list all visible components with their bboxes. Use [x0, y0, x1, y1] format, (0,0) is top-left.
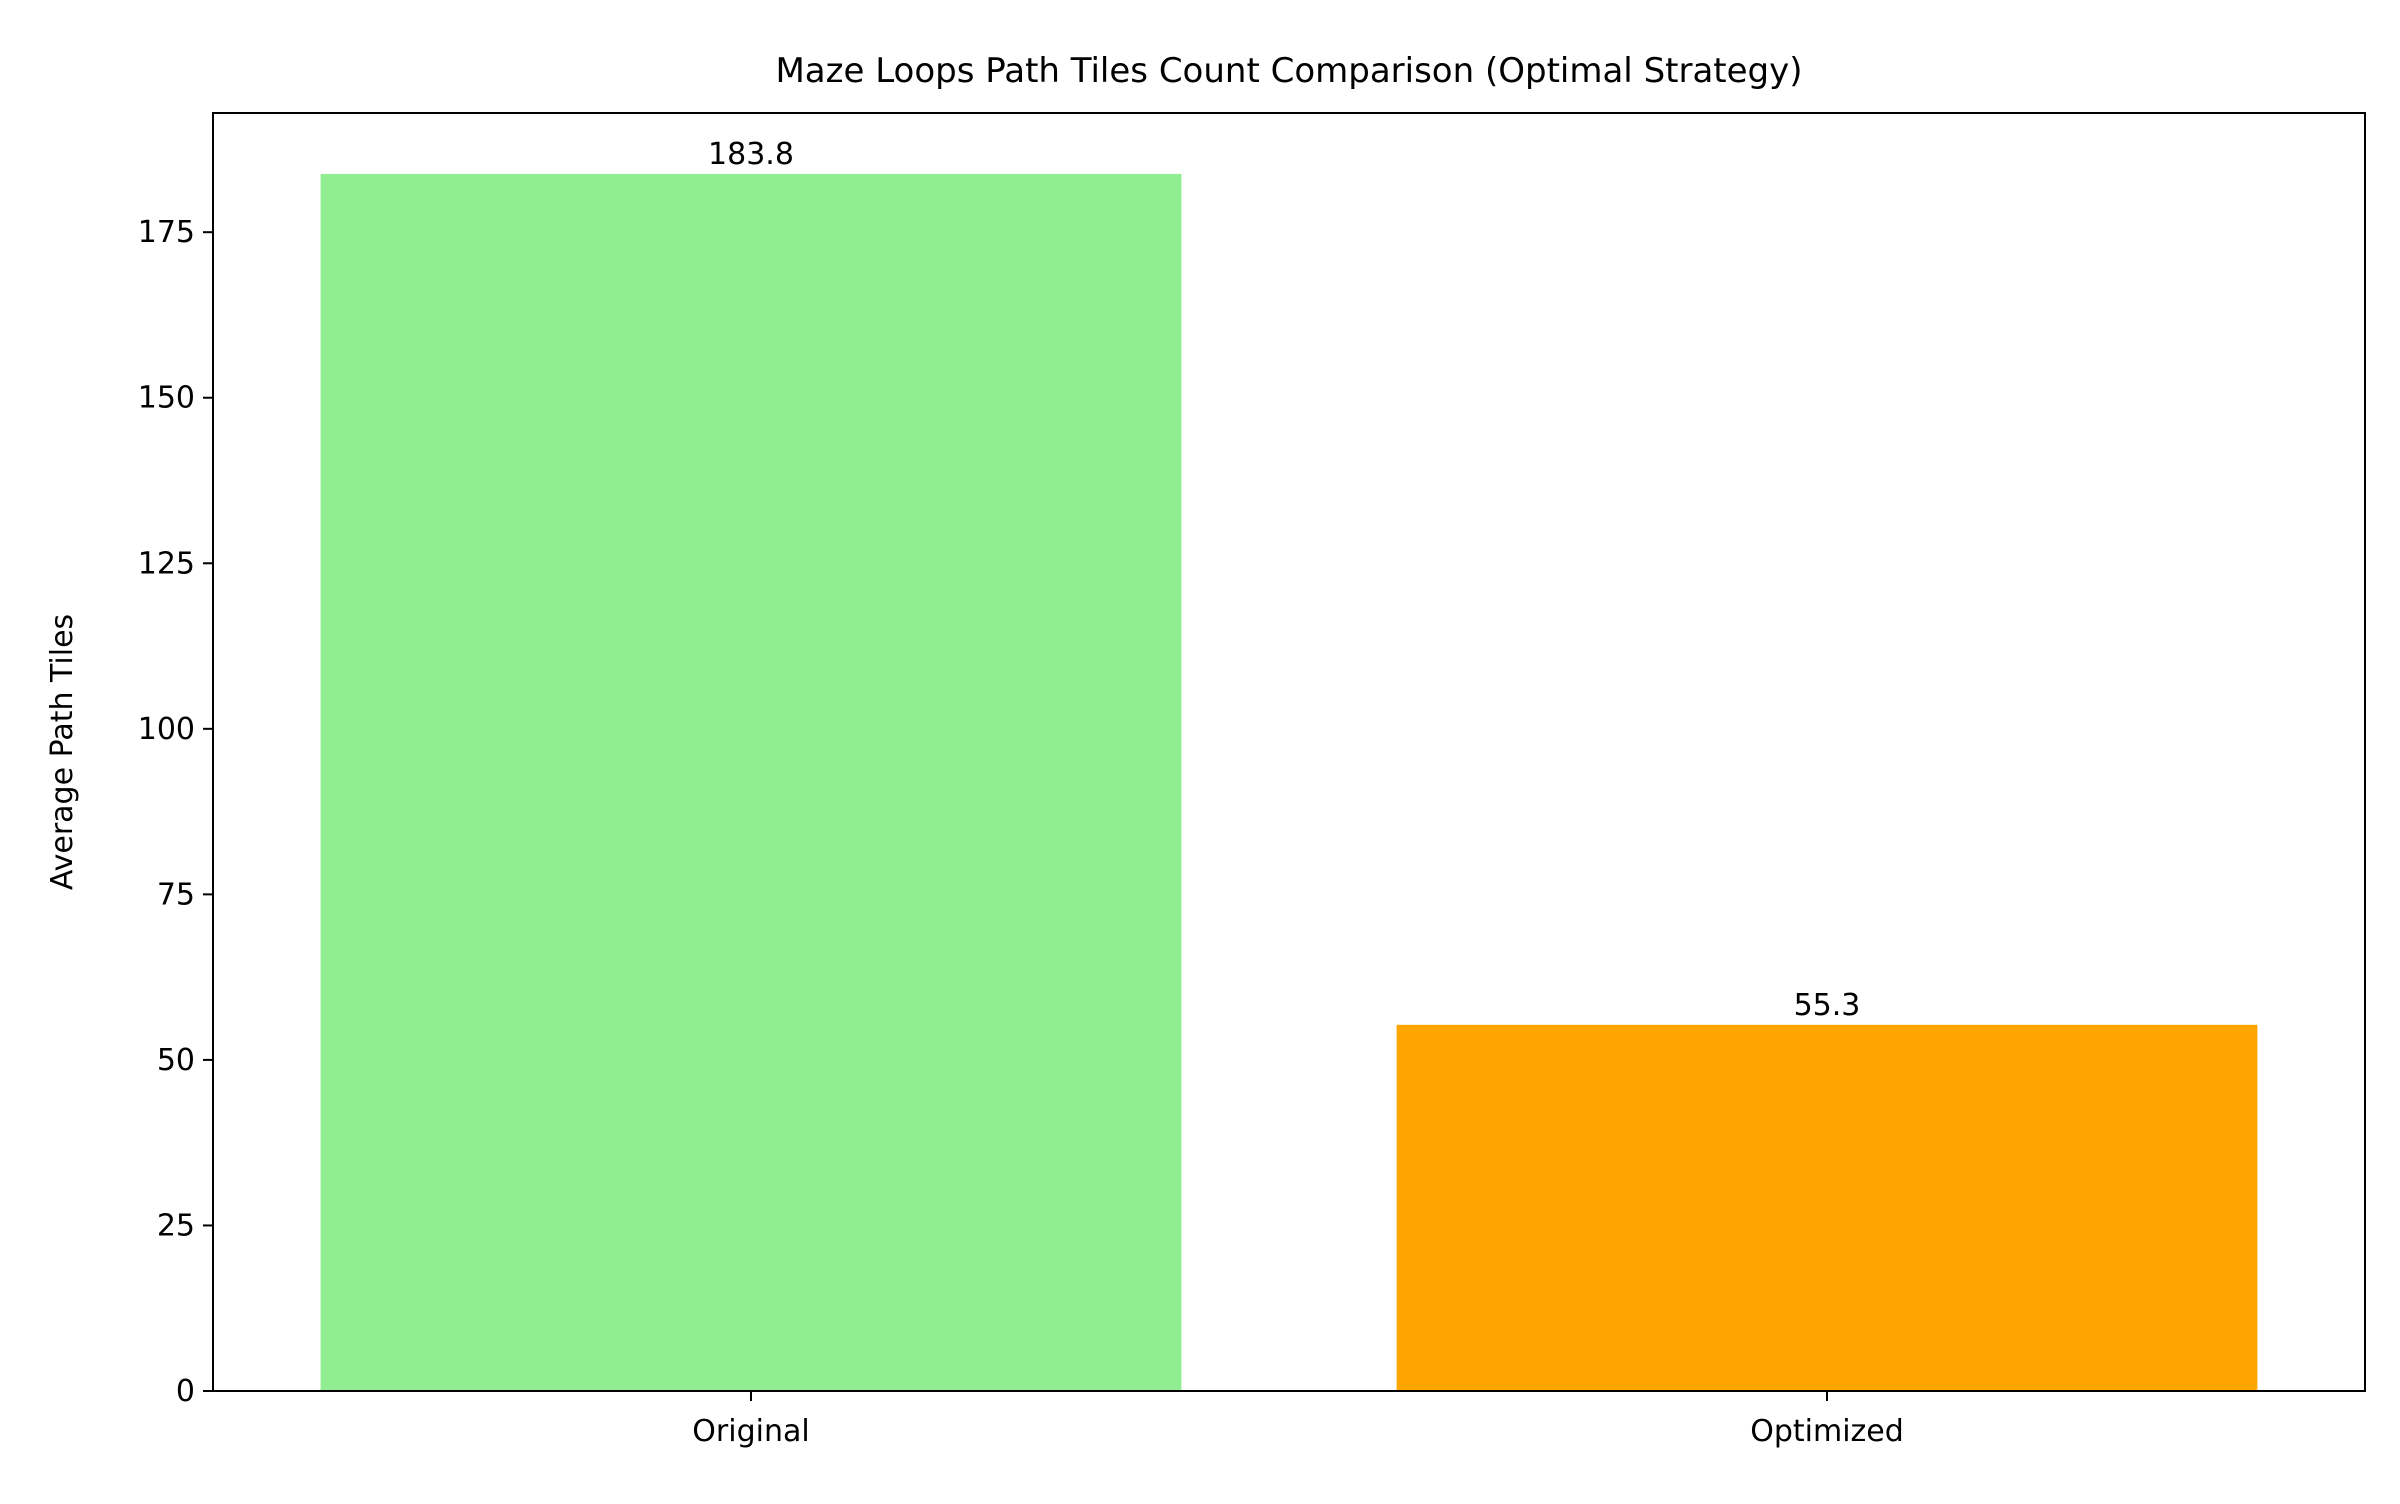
y-tick-label: 0	[176, 1374, 195, 1409]
x-tick-label-optimized: Optimized	[1750, 1414, 1904, 1449]
bars-layer	[320, 173, 2258, 1392]
plot-frame	[212, 112, 2366, 1392]
y-tick-label: 175	[138, 215, 195, 250]
y-tick-label: 75	[157, 877, 195, 912]
chart-title: Maze Loops Path Tiles Count Comparison (…	[775, 51, 1802, 91]
x-axis: Original Optimized	[692, 1391, 1904, 1449]
data-labels-layer: 183.8 55.3	[708, 137, 1860, 1023]
bar-optimized	[1396, 1024, 2258, 1391]
y-tick-label: 150	[138, 381, 195, 416]
y-tick-label: 50	[157, 1043, 195, 1078]
y-tick-label: 25	[157, 1208, 195, 1243]
y-axis-label: Average Path Tiles	[45, 614, 80, 890]
data-label-optimized: 55.3	[1794, 988, 1861, 1023]
x-tick-label-original: Original	[692, 1414, 809, 1449]
bar-original	[320, 173, 1182, 1392]
y-tick-label: 100	[138, 712, 195, 747]
data-label-original: 183.8	[708, 137, 794, 172]
y-tick-label: 125	[138, 546, 195, 581]
y-axis: 0 25 50 75 100 125 150 175	[138, 215, 213, 1409]
